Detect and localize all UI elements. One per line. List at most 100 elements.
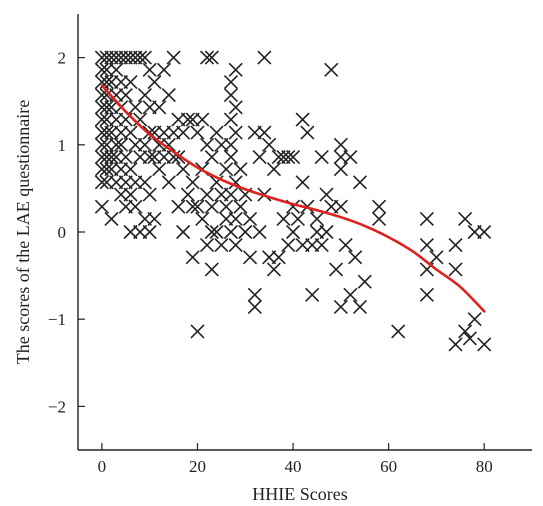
data-point	[314, 149, 329, 165]
data-point	[252, 224, 267, 240]
data-point	[142, 224, 157, 240]
data-point	[147, 74, 162, 90]
data-point	[133, 50, 148, 65]
data-point	[123, 125, 138, 140]
data-point	[171, 199, 186, 214]
data-point	[176, 162, 191, 177]
data-point	[137, 88, 152, 103]
data-point	[190, 199, 205, 214]
y-tick-label: 0	[58, 223, 67, 242]
data-point	[128, 100, 143, 115]
data-point	[314, 238, 329, 253]
data-point	[285, 224, 301, 240]
data-point	[343, 287, 358, 302]
data-point	[352, 175, 368, 190]
data-point	[209, 175, 224, 190]
data-point	[462, 331, 477, 346]
data-point	[152, 100, 167, 115]
data-point	[448, 262, 463, 277]
data-point	[176, 125, 191, 140]
data-point	[228, 62, 243, 77]
data-point	[391, 324, 406, 339]
data-point	[147, 211, 162, 226]
data-point	[104, 149, 119, 165]
data-point	[185, 175, 200, 190]
data-point	[343, 149, 358, 165]
data-point	[448, 238, 463, 253]
x-tick-label: 40	[285, 457, 302, 476]
data-point	[113, 137, 129, 152]
data-point	[128, 199, 143, 214]
y-ticks: −2 −1 0 1 2	[48, 49, 85, 416]
data-point	[137, 137, 152, 152]
data-point	[199, 238, 215, 253]
data-point	[142, 187, 157, 202]
data-point	[94, 137, 109, 152]
data-point	[281, 149, 296, 165]
data-point	[123, 162, 138, 177]
data-point	[372, 199, 387, 214]
data-point	[295, 175, 310, 190]
data-point	[333, 299, 348, 315]
data-point	[156, 62, 172, 77]
data-point	[219, 162, 234, 177]
data-point	[137, 50, 152, 65]
data-point	[161, 88, 176, 103]
data-point	[104, 211, 119, 226]
data-point	[223, 224, 238, 240]
data-point	[123, 187, 138, 202]
data-point	[223, 112, 238, 127]
data-point	[142, 62, 157, 77]
data-point	[319, 224, 334, 240]
data-point	[161, 175, 176, 190]
data-point	[137, 175, 152, 190]
data-point	[195, 112, 210, 127]
x-tick-label: 0	[98, 457, 107, 476]
data-point	[266, 162, 282, 177]
data-point	[180, 112, 195, 127]
data-point	[429, 250, 444, 265]
data-point	[262, 137, 277, 152]
data-point	[185, 199, 200, 214]
data-point	[223, 187, 238, 202]
data-point	[223, 74, 238, 90]
x-tick-label: 20	[189, 457, 206, 476]
data-point	[348, 250, 363, 265]
data-point	[199, 187, 215, 202]
data-point	[118, 149, 133, 165]
data-point	[209, 224, 224, 240]
data-point	[94, 112, 109, 127]
data-point	[285, 149, 301, 165]
x-axis-title: HHIE Scores	[252, 484, 347, 504]
axes	[77, 14, 532, 451]
data-point	[419, 238, 434, 253]
data-point	[257, 50, 272, 65]
data-point	[247, 287, 262, 302]
y-tick-label: −2	[48, 397, 66, 416]
trend-line	[100, 84, 486, 313]
y-axis-title: The scores of the LAE questionnaire	[13, 100, 33, 364]
data-point	[204, 224, 219, 240]
data-point	[477, 224, 492, 240]
data-point	[176, 224, 191, 240]
data-point	[467, 312, 482, 327]
data-point	[338, 238, 353, 253]
x-ticks: 0 20 40 60 80	[98, 443, 493, 476]
data-point	[281, 238, 296, 253]
data-point	[99, 100, 114, 115]
data-point	[118, 88, 133, 103]
data-point	[228, 238, 243, 253]
data-point	[204, 199, 219, 214]
data-point	[295, 112, 310, 127]
data-point	[204, 50, 219, 65]
data-point	[247, 299, 262, 315]
data-point	[94, 175, 109, 190]
data-point	[123, 74, 138, 90]
data-point	[419, 287, 434, 302]
data-point	[233, 199, 248, 214]
data-point	[305, 287, 320, 302]
data-point	[223, 88, 238, 103]
data-point	[152, 162, 167, 177]
data-point	[223, 137, 238, 152]
